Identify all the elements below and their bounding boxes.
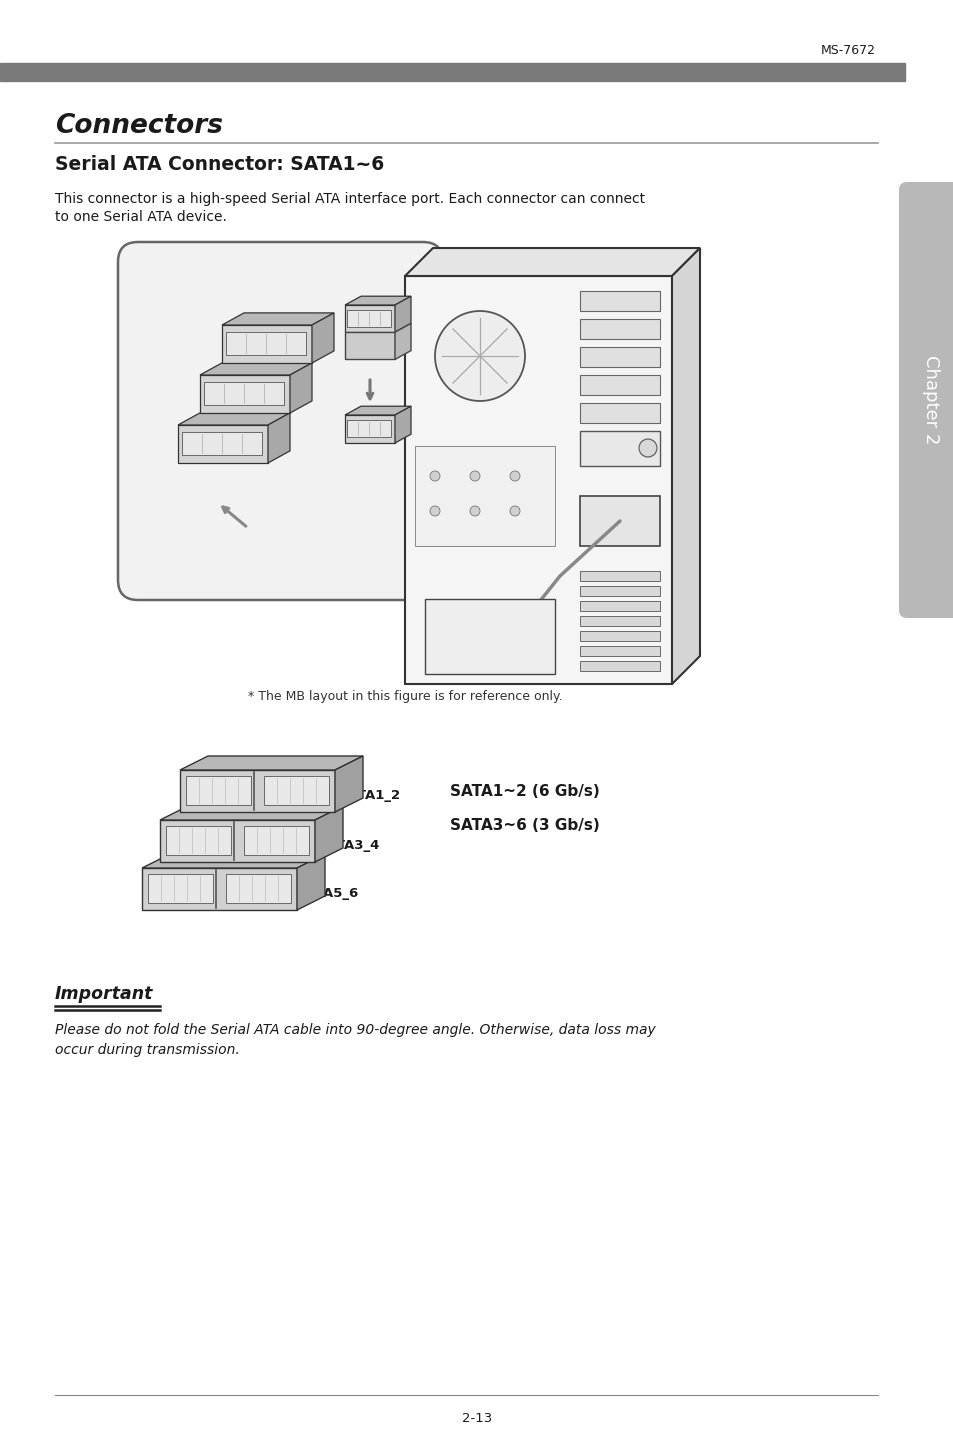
Polygon shape bbox=[345, 407, 411, 415]
Text: Serial ATA Connector: SATA1~6: Serial ATA Connector: SATA1~6 bbox=[55, 155, 384, 175]
Bar bbox=[142, 868, 296, 909]
Circle shape bbox=[470, 471, 479, 481]
Text: occur during transmission.: occur during transmission. bbox=[55, 1042, 239, 1057]
Bar bbox=[579, 291, 659, 311]
Text: 2-13: 2-13 bbox=[461, 1412, 492, 1425]
Bar bbox=[263, 776, 329, 805]
Circle shape bbox=[430, 505, 439, 516]
Text: SATA5_6: SATA5_6 bbox=[295, 886, 358, 899]
FancyBboxPatch shape bbox=[898, 182, 953, 619]
Bar bbox=[180, 770, 335, 812]
Text: MS-7672: MS-7672 bbox=[821, 44, 875, 57]
Polygon shape bbox=[222, 314, 334, 325]
Text: Please do not fold the Serial ATA cable into 90-degree angle. Otherwise, data lo: Please do not fold the Serial ATA cable … bbox=[55, 1022, 655, 1037]
Bar bbox=[579, 319, 659, 339]
Circle shape bbox=[430, 471, 439, 481]
Circle shape bbox=[470, 505, 479, 516]
Bar bbox=[579, 347, 659, 367]
Bar bbox=[0, 63, 904, 82]
Polygon shape bbox=[345, 296, 411, 305]
Circle shape bbox=[510, 471, 519, 481]
Bar bbox=[222, 325, 312, 362]
Bar bbox=[579, 601, 659, 611]
Bar bbox=[579, 431, 659, 465]
Text: SATA1_2: SATA1_2 bbox=[337, 789, 399, 802]
Polygon shape bbox=[160, 806, 343, 821]
Bar bbox=[579, 616, 659, 626]
Circle shape bbox=[639, 440, 657, 457]
Circle shape bbox=[435, 311, 524, 401]
Polygon shape bbox=[395, 296, 411, 332]
Bar bbox=[178, 425, 268, 463]
Text: Important: Important bbox=[55, 985, 153, 1002]
Polygon shape bbox=[405, 248, 700, 276]
Bar bbox=[166, 826, 231, 855]
Bar bbox=[424, 599, 555, 674]
Polygon shape bbox=[395, 407, 411, 442]
Bar bbox=[345, 415, 395, 442]
Polygon shape bbox=[180, 756, 363, 770]
Bar bbox=[200, 375, 290, 412]
Bar bbox=[579, 571, 659, 581]
Polygon shape bbox=[314, 806, 343, 862]
Text: This connector is a high-speed Serial ATA interface port. Each connector can con: This connector is a high-speed Serial AT… bbox=[55, 192, 644, 206]
Polygon shape bbox=[268, 412, 290, 463]
Circle shape bbox=[510, 505, 519, 516]
Polygon shape bbox=[290, 362, 312, 412]
Polygon shape bbox=[296, 853, 325, 909]
Polygon shape bbox=[335, 756, 363, 812]
Bar bbox=[579, 375, 659, 395]
Bar bbox=[345, 332, 395, 359]
Polygon shape bbox=[142, 853, 325, 868]
Polygon shape bbox=[395, 324, 411, 359]
Polygon shape bbox=[178, 412, 290, 425]
Text: SATA3_4: SATA3_4 bbox=[316, 839, 379, 852]
Bar bbox=[347, 420, 391, 437]
Bar bbox=[405, 276, 671, 684]
Bar bbox=[415, 445, 555, 546]
Polygon shape bbox=[312, 314, 334, 362]
Bar bbox=[579, 632, 659, 642]
Text: to one Serial ATA device.: to one Serial ATA device. bbox=[55, 211, 227, 223]
Bar bbox=[148, 875, 213, 902]
Bar bbox=[182, 432, 261, 455]
Bar bbox=[579, 402, 659, 422]
Bar bbox=[579, 662, 659, 672]
Bar bbox=[579, 646, 659, 656]
Text: Chapter 2: Chapter 2 bbox=[922, 355, 940, 445]
Bar bbox=[579, 586, 659, 596]
Bar bbox=[160, 821, 314, 862]
Text: Connectors: Connectors bbox=[55, 113, 223, 139]
Bar bbox=[186, 776, 251, 805]
Text: * The MB layout in this figure is for reference only.: * The MB layout in this figure is for re… bbox=[248, 690, 561, 703]
Text: SATA3~6 (3 Gb/s): SATA3~6 (3 Gb/s) bbox=[450, 819, 599, 833]
Bar bbox=[226, 875, 291, 902]
Polygon shape bbox=[200, 362, 312, 375]
FancyBboxPatch shape bbox=[118, 242, 442, 600]
Bar bbox=[345, 305, 395, 332]
Polygon shape bbox=[671, 248, 700, 684]
Text: SATA1~2 (6 Gb/s): SATA1~2 (6 Gb/s) bbox=[450, 785, 599, 799]
Bar bbox=[579, 495, 659, 546]
Bar bbox=[347, 309, 391, 326]
Bar bbox=[204, 382, 283, 405]
Bar bbox=[226, 332, 305, 355]
Bar bbox=[243, 826, 309, 855]
